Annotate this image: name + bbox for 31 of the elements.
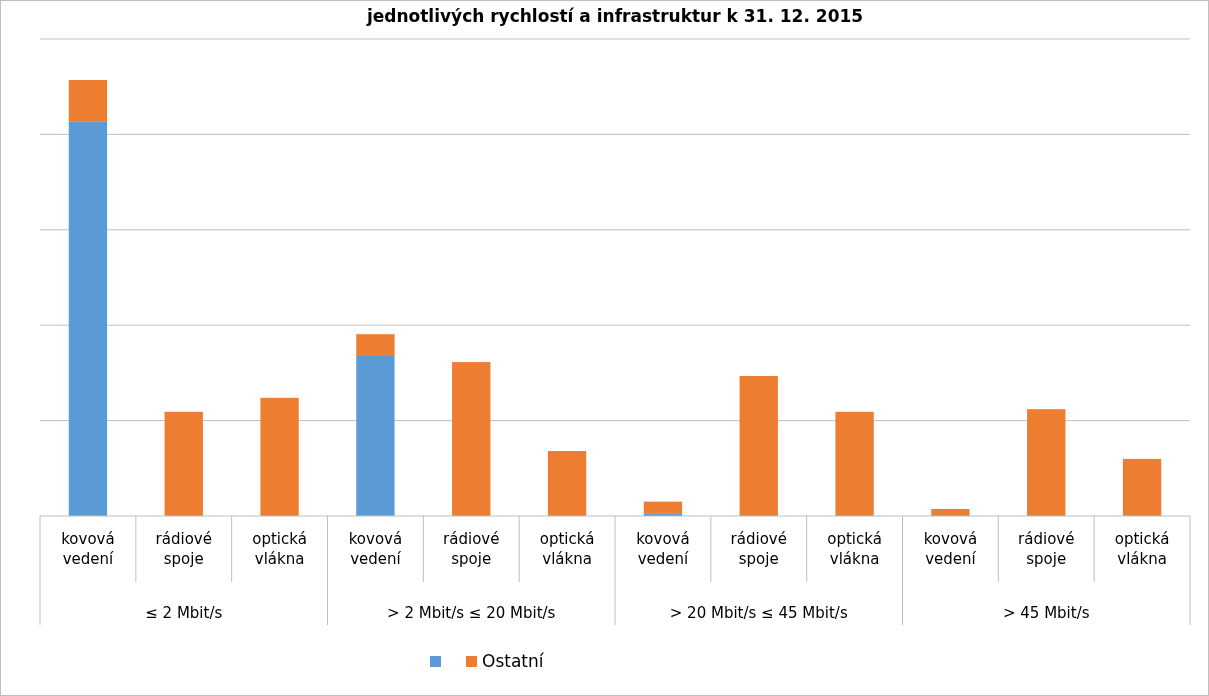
x-tick-label: kovová vedení xyxy=(923,530,978,568)
x-tick-label: rádiové spoje xyxy=(443,530,500,568)
bar xyxy=(835,411,874,516)
bar xyxy=(739,376,778,516)
bar xyxy=(356,355,395,516)
x-tick-label: optická vlákna xyxy=(252,530,307,568)
bar xyxy=(164,411,203,516)
x-tick-label: optická vlákna xyxy=(827,530,882,568)
x-tick-label: rádiové spoje xyxy=(1018,530,1075,568)
bar xyxy=(452,362,491,516)
text: > 45 Mbit/s xyxy=(1002,604,1090,622)
bar xyxy=(68,121,108,516)
legend-label: Ostatní xyxy=(482,651,545,671)
x-tick-label: optická vlákna xyxy=(1114,530,1170,568)
bar xyxy=(1122,458,1162,516)
chart-title: jednotlivých rychlostí a infrastruktur k 31. 12. 2015 xyxy=(365,6,864,26)
bar xyxy=(356,334,395,356)
text: ≤ 2 Mbit/s xyxy=(145,604,223,622)
bar xyxy=(260,397,299,516)
bar xyxy=(1027,409,1066,516)
text: > 20 Mbit/s ≤ 45 Mbit/s xyxy=(669,604,848,622)
bar xyxy=(68,80,108,122)
x-tick-label: kovová vedení xyxy=(348,530,403,568)
x-tick-label: kovová vedení xyxy=(636,530,690,568)
x-tick-label: optická vlákna xyxy=(539,530,595,568)
bar xyxy=(643,501,683,514)
x-tick-label: rádiové spoje xyxy=(730,530,787,568)
x-tick-label: kovová vedení xyxy=(61,530,115,568)
bar xyxy=(547,451,587,516)
x-tick-label: rádiové spoje xyxy=(155,530,212,568)
text: > 2 Mbit/s ≤ 20 Mbit/s xyxy=(387,604,556,622)
